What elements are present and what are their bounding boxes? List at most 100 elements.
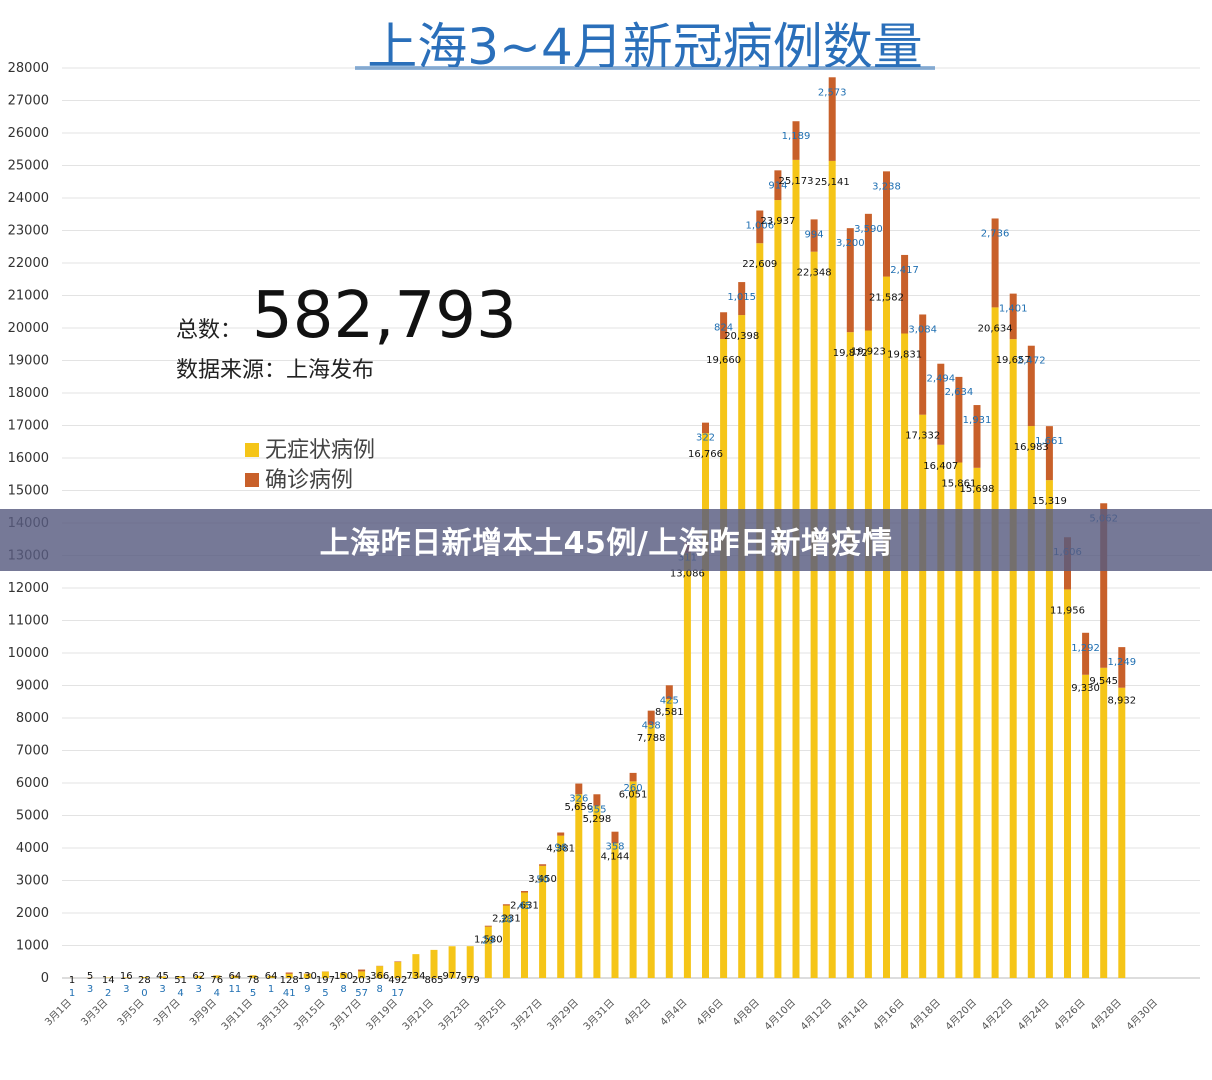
y-tick-label: 1000 [16,939,49,954]
bar-asymptomatic [521,892,528,978]
data-label-confirmed: 1,189 [782,131,811,142]
data-label-asymptomatic: 19,660 [706,355,741,366]
bar-confirmed [1082,632,1090,675]
y-tick-label: 19000 [8,354,49,369]
bar-asymptomatic [140,977,148,978]
data-label-confirmed: 1 [268,984,274,995]
data-label-asymptomatic: 16,407 [923,461,958,472]
data-label-confirmed: 3 [123,984,129,995]
legend-swatch-confirmed [245,473,259,487]
bar-confirmed [611,831,619,844]
data-label-asymptomatic: 25,141 [815,177,850,188]
bar-confirmed [1009,293,1017,340]
data-label-confirmed: 1 [69,988,75,999]
data-label-confirmed: 38 [500,914,513,925]
y-tick-label: 26000 [8,126,49,141]
data-label-confirmed: 9 [304,984,310,995]
bar-asymptomatic [883,276,890,979]
bar-confirmed [991,218,999,308]
bar-asymptomatic [358,971,366,978]
bar-asymptomatic [213,975,221,978]
legend-label-asymptomatic: 无症状病例 [265,438,375,463]
y-tick-label: 9000 [16,679,49,694]
y-tick-label: 20000 [8,321,49,336]
bar-asymptomatic [412,954,420,978]
data-label-asymptomatic: 865 [424,975,443,986]
bar-asymptomatic [1082,674,1090,978]
data-label-confirmed: 5 [322,988,328,999]
bar-asymptomatic [756,243,764,978]
data-label-asymptomatic: 19,657 [996,355,1031,366]
bar-asymptomatic [430,949,438,978]
data-label-confirmed: 50 [536,874,549,885]
data-label-asymptomatic: 25,173 [779,176,814,187]
data-label-asymptomatic: 28 [138,975,151,986]
data-label-asymptomatic: 4,381 [546,844,575,855]
y-tick-label: 5000 [16,809,49,824]
bar-confirmed [521,891,528,893]
data-label-asymptomatic: 76 [210,975,223,986]
bar-asymptomatic [321,971,329,978]
y-tick-label: 8000 [16,711,49,726]
data-label-asymptomatic: 14 [102,975,115,986]
data-label-confirmed: 96 [554,842,567,853]
data-label-confirmed: 3,238 [872,181,901,192]
bar-asymptomatic [285,973,293,978]
bar-asymptomatic [557,835,565,978]
data-label-confirmed: 2,736 [981,228,1010,239]
data-label-asymptomatic: 64 [265,971,278,982]
bar-confirmed [629,772,637,782]
data-label-asymptomatic: 64 [229,971,242,982]
data-label-confirmed: 2 [105,988,111,999]
data-label-confirmed: 3,590 [854,224,883,235]
bar-asymptomatic [955,462,963,979]
data-label-confirmed: 5 [250,988,256,999]
chart-title: 上海3~4月新冠病例数量 [367,18,923,76]
bar-asymptomatic [1027,426,1035,978]
data-labels: 1153142163280453514623764641178564112841… [69,87,1136,999]
bar-confirmed [973,405,981,468]
data-label-asymptomatic: 20,398 [724,331,759,342]
data-label-confirmed: 2,472 [1017,356,1046,367]
data-label-confirmed: 45 [518,901,531,912]
data-label-asymptomatic: 150 [334,971,353,982]
data-label-confirmed: 322 [696,433,715,444]
bar-asymptomatic [720,339,728,978]
y-tick-label: 21000 [8,289,49,304]
bar-confirmed [1027,345,1035,427]
bar-asymptomatic [267,975,275,978]
bar-confirmed [539,864,547,866]
bar-confirmed [828,77,836,161]
legend-label-confirmed: 确诊病例 [265,468,353,493]
data-label-asymptomatic: 128 [280,975,299,986]
bar-confirmed [575,783,583,795]
data-label-confirmed: 1,292 [1071,643,1100,654]
data-label-confirmed: 358 [605,842,624,853]
y-tick-label: 3000 [16,874,49,889]
bar-asymptomatic [683,552,691,978]
bar-confirmed [484,925,492,927]
data-label-asymptomatic: 21,582 [869,293,904,304]
bar-confirmed [358,969,366,972]
bar-asymptomatic [376,966,384,978]
bar-asymptomatic [738,315,746,978]
bar-asymptomatic [1064,589,1071,978]
bar-confirmed [1045,426,1053,481]
data-label-asymptomatic: 130 [298,971,317,982]
bar-asymptomatic [1118,687,1126,978]
bar-asymptomatic [340,973,347,978]
data-label-confirmed: 4 [214,988,220,999]
y-tick-label: 10000 [8,646,49,661]
bar-confirmed [1118,647,1126,688]
data-label-confirmed: 425 [660,695,679,706]
bar-asymptomatic [484,926,492,978]
bar-asymptomatic [448,946,456,978]
data-label-asymptomatic: 197 [316,975,335,986]
bar-confirmed [394,961,402,963]
bar-asymptomatic [1009,339,1017,979]
bar-confirmed [901,254,909,334]
data-label-confirmed: 4 [177,988,183,999]
data-label-confirmed: 1,249 [1107,657,1136,668]
data-label-asymptomatic: 23,937 [760,216,795,227]
data-label-confirmed: 3 [87,984,93,995]
